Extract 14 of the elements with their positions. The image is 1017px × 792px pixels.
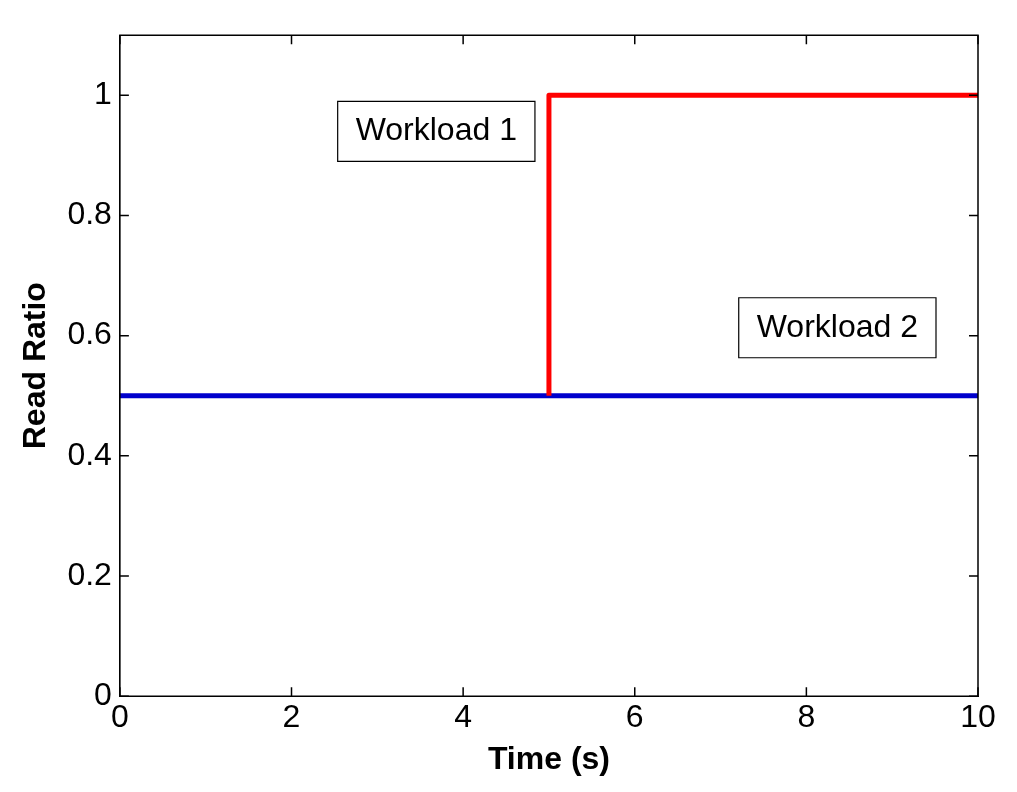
y-axis-title: Read Ratio — [16, 282, 53, 450]
x-tick-label: 8 — [797, 698, 816, 735]
y-tick-label: 1 — [94, 75, 112, 112]
x-tick-label: 6 — [625, 698, 644, 735]
x-tick-label: 4 — [454, 698, 473, 735]
y-tick-label: 0.8 — [67, 195, 112, 232]
y-tick-label: 0.2 — [67, 555, 112, 592]
x-tick-label: 2 — [282, 698, 301, 735]
y-tick-label: 0.4 — [67, 435, 112, 472]
series-label: Workload 1 — [355, 111, 517, 148]
y-tick-label: 0.6 — [67, 315, 112, 352]
x-axis-title: Time (s) — [487, 739, 610, 776]
x-tick-label: 10 — [960, 698, 996, 735]
series-label: Workload 2 — [756, 307, 918, 344]
